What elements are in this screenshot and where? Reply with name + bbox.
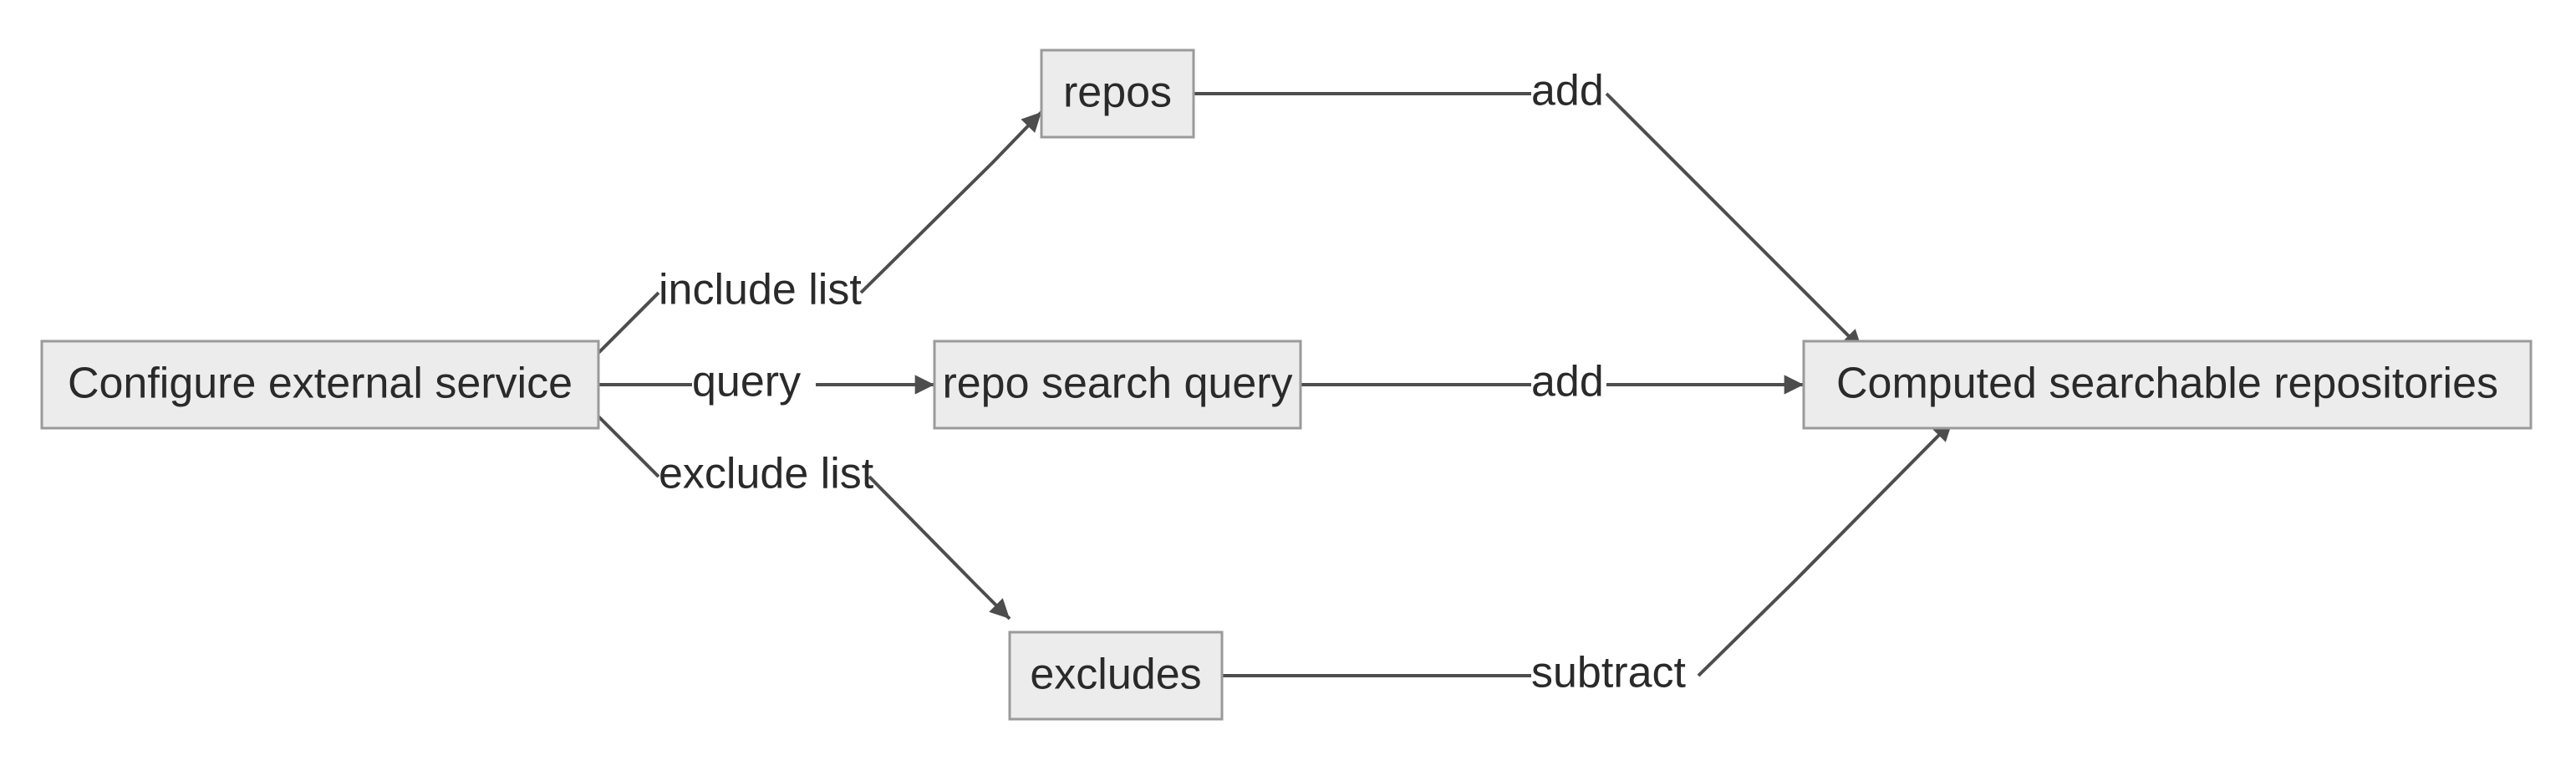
flowchart-diagram: include list query exclude list add add subtr… bbox=[0, 0, 2576, 771]
edge-label-excl-to-result: subtract bbox=[1531, 649, 1687, 697]
edge-config-to-excl-pre bbox=[598, 416, 659, 477]
edge-config-to-excl-post bbox=[869, 477, 1010, 619]
node-label-excl: excludes bbox=[1030, 651, 1201, 699]
node-label-result: Computed searchable repositories bbox=[1836, 360, 2498, 408]
edge-label-config-to-rsq: query bbox=[692, 358, 801, 406]
node-label-rsq: repo search query bbox=[942, 360, 1292, 408]
edge-label-config-to-excl: exclude list bbox=[659, 450, 874, 498]
edge-config-to-repos-post bbox=[861, 112, 1041, 293]
edge-label-repos-to-result: add bbox=[1531, 67, 1604, 115]
edge-config-to-repos-pre bbox=[598, 293, 659, 353]
edge-label-rsq-to-result: add bbox=[1531, 358, 1604, 406]
edge-label-config-to-repos: include list bbox=[659, 266, 862, 314]
node-label-config: Configure external service bbox=[68, 360, 573, 408]
node-label-repos: repos bbox=[1063, 69, 1172, 117]
edge-repos-to-result-post bbox=[1606, 94, 1862, 350]
nodes-layer: Configure external service repos repo sear… bbox=[42, 50, 2531, 719]
edge-excl-to-result-post bbox=[1698, 421, 1952, 676]
